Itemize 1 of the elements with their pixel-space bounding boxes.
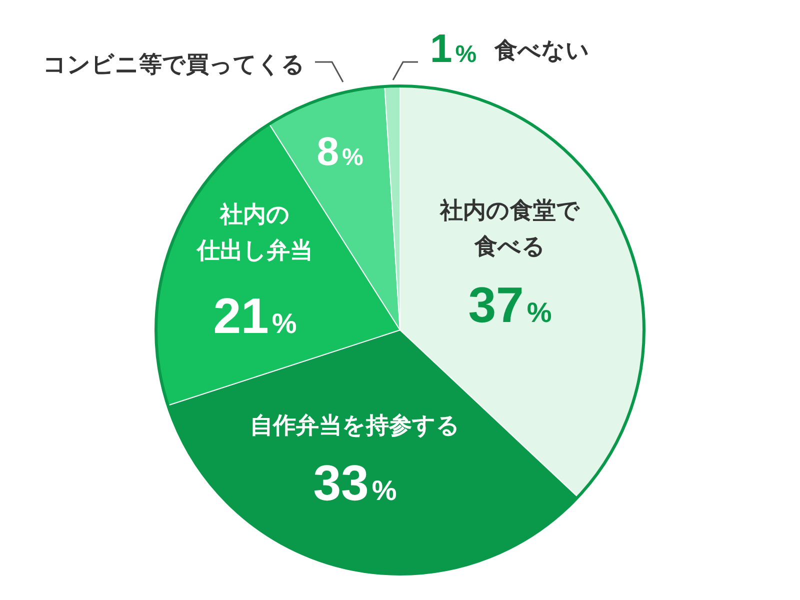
data-label: 1%	[430, 27, 477, 71]
